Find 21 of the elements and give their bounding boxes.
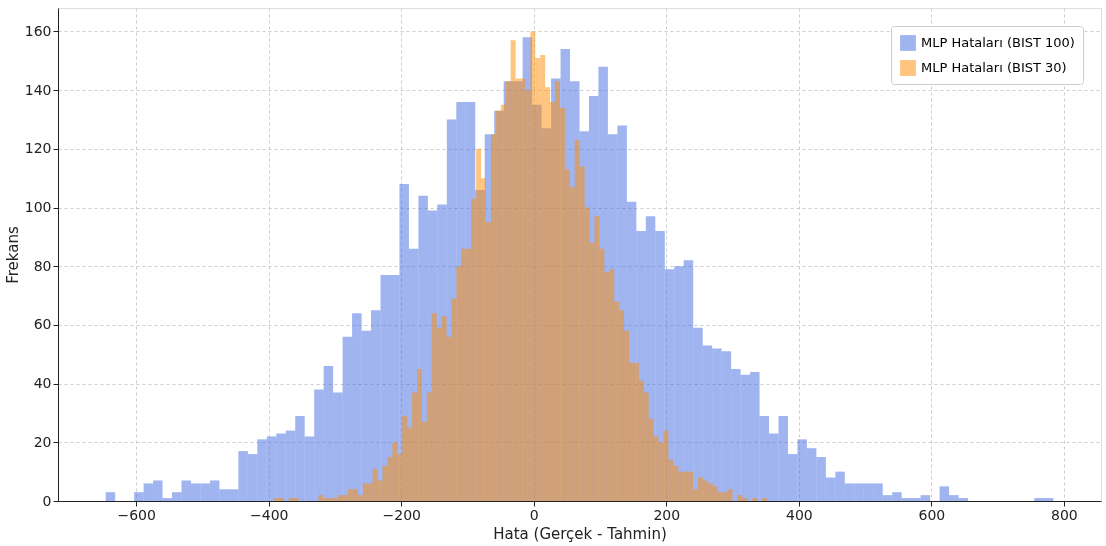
y-tick-label: 40 xyxy=(33,375,52,392)
y-tick-label: 100 xyxy=(24,199,52,216)
y-axis-title: Frekans xyxy=(3,226,22,284)
x-tick-label: 400 xyxy=(785,506,813,523)
x-tick-label: −400 xyxy=(249,506,289,523)
x-tick-label: 0 xyxy=(529,506,539,523)
x-axis-title: Hata (Gerçek - Tahmin) xyxy=(493,524,667,543)
x-tick-label: 600 xyxy=(918,506,946,523)
y-tick-label: 0 xyxy=(42,492,52,509)
y-tick-label: 140 xyxy=(24,81,52,98)
x-tick-label: 200 xyxy=(653,506,681,523)
x-tick-label: −600 xyxy=(117,506,156,523)
legend-label: MLP Hataları (BIST 100) xyxy=(921,35,1075,50)
y-tick-label: 160 xyxy=(24,22,52,39)
y-tick-label: 20 xyxy=(33,433,52,450)
y-tick-label: 120 xyxy=(24,140,52,157)
y-tick-label: 60 xyxy=(33,316,52,333)
x-tick-label: 800 xyxy=(1051,506,1078,523)
y-tick-label: 80 xyxy=(33,257,52,274)
legend-label: MLP Hataları (BIST 30) xyxy=(921,60,1067,75)
x-tick-label: −200 xyxy=(382,506,421,523)
